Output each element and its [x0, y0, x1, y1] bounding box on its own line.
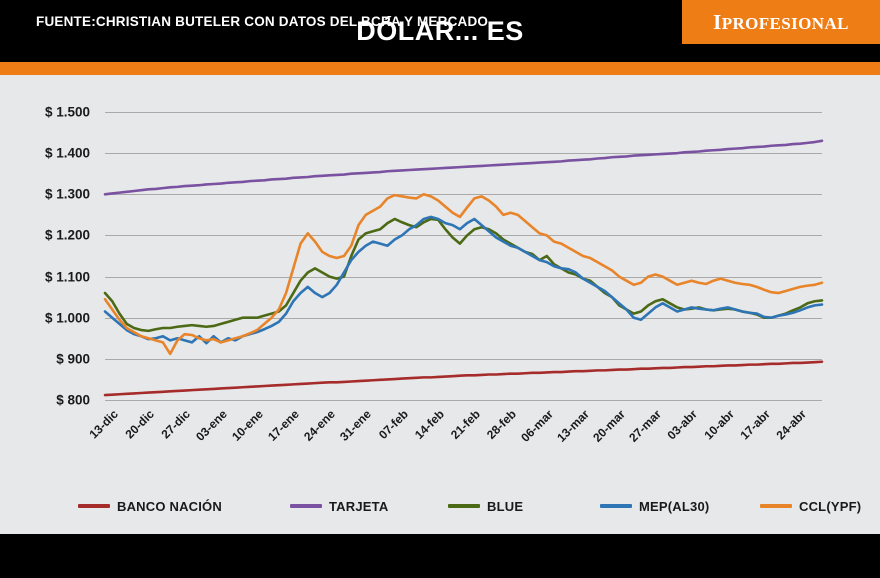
page-title: DÓLAR... ES	[356, 16, 524, 46]
chart-board: $ 1.500 $ 1.400 $ 1.300 $ 1.200 $ 1.100 $ 1.0…	[0, 75, 880, 528]
gridline	[105, 194, 822, 196]
gridline	[105, 235, 822, 237]
y-axis-tick-label: $ 900	[56, 351, 90, 367]
legend-item[interactable]: CCL(YPF)	[760, 495, 861, 517]
gridline	[105, 358, 822, 360]
y-axis-tick-label: $ 1.000	[44, 310, 90, 326]
x-axis-labels: 13-dic 20-dic 27-dic 03-ene 10-ene 17-ene 24-e…	[86, 403, 822, 493]
series-lines	[103, 139, 824, 397]
legend-swatch-icon	[600, 504, 632, 508]
chart-legend: BANCO NACIÓN TARJETA BLUE MEP(AL30) CCL(YPF)	[60, 495, 861, 521]
y-axis-tick-label: $ 800	[56, 392, 90, 408]
y-axis-tick-label: $ 1.400	[44, 145, 90, 161]
series-line	[103, 139, 824, 196]
y-axis-tick-label: $ 1.300	[44, 186, 90, 202]
source-note: FUENTE:CHRISTIAN BUTELER CON DATOS DEL B…	[36, 14, 489, 29]
gridline	[105, 317, 822, 319]
legend-swatch-icon	[448, 504, 480, 508]
gridline	[105, 112, 822, 113]
series-line	[103, 360, 824, 397]
legend-item[interactable]: BLUE	[448, 495, 523, 517]
legend-label: BLUE	[487, 498, 524, 514]
legend-label: BANCO NACIÓN	[117, 498, 222, 514]
y-axis-tick-label: $ 1.200	[44, 227, 90, 243]
gridline	[105, 153, 822, 155]
legend-swatch-icon	[760, 504, 792, 508]
brand-box	[682, 0, 880, 44]
header-accent-bar	[0, 62, 880, 75]
series-line	[103, 217, 824, 333]
legend-swatch-icon	[290, 504, 322, 508]
legend-label: MEP(AL30)	[639, 498, 710, 514]
legend-label: TARJETA	[329, 498, 389, 514]
legend-item[interactable]: MEP(AL30)	[600, 495, 709, 517]
brand-logo-initial: I	[713, 10, 722, 34]
gridline	[105, 276, 822, 278]
plot-area	[103, 112, 824, 401]
brand-logo-text: PROFESIONAL	[721, 14, 849, 33]
y-axis-tick-label: $ 1.100	[44, 269, 90, 285]
legend-item[interactable]: TARJETA	[290, 495, 388, 517]
legend-label: CCL(YPF)	[799, 498, 862, 514]
gridline	[105, 400, 822, 401]
y-axis-labels: $ 1.500 $ 1.400 $ 1.300 $ 1.200 $ 1.100 $ 1.0…	[0, 105, 98, 408]
footer-bar	[0, 534, 880, 578]
legend-swatch-icon	[78, 504, 110, 508]
y-axis-tick-label: $ 1.500	[44, 104, 90, 120]
brand-logo: IPROFESIONAL	[682, 0, 880, 44]
legend-item[interactable]: BANCO NACIÓN	[78, 495, 222, 517]
series-line	[103, 192, 824, 356]
